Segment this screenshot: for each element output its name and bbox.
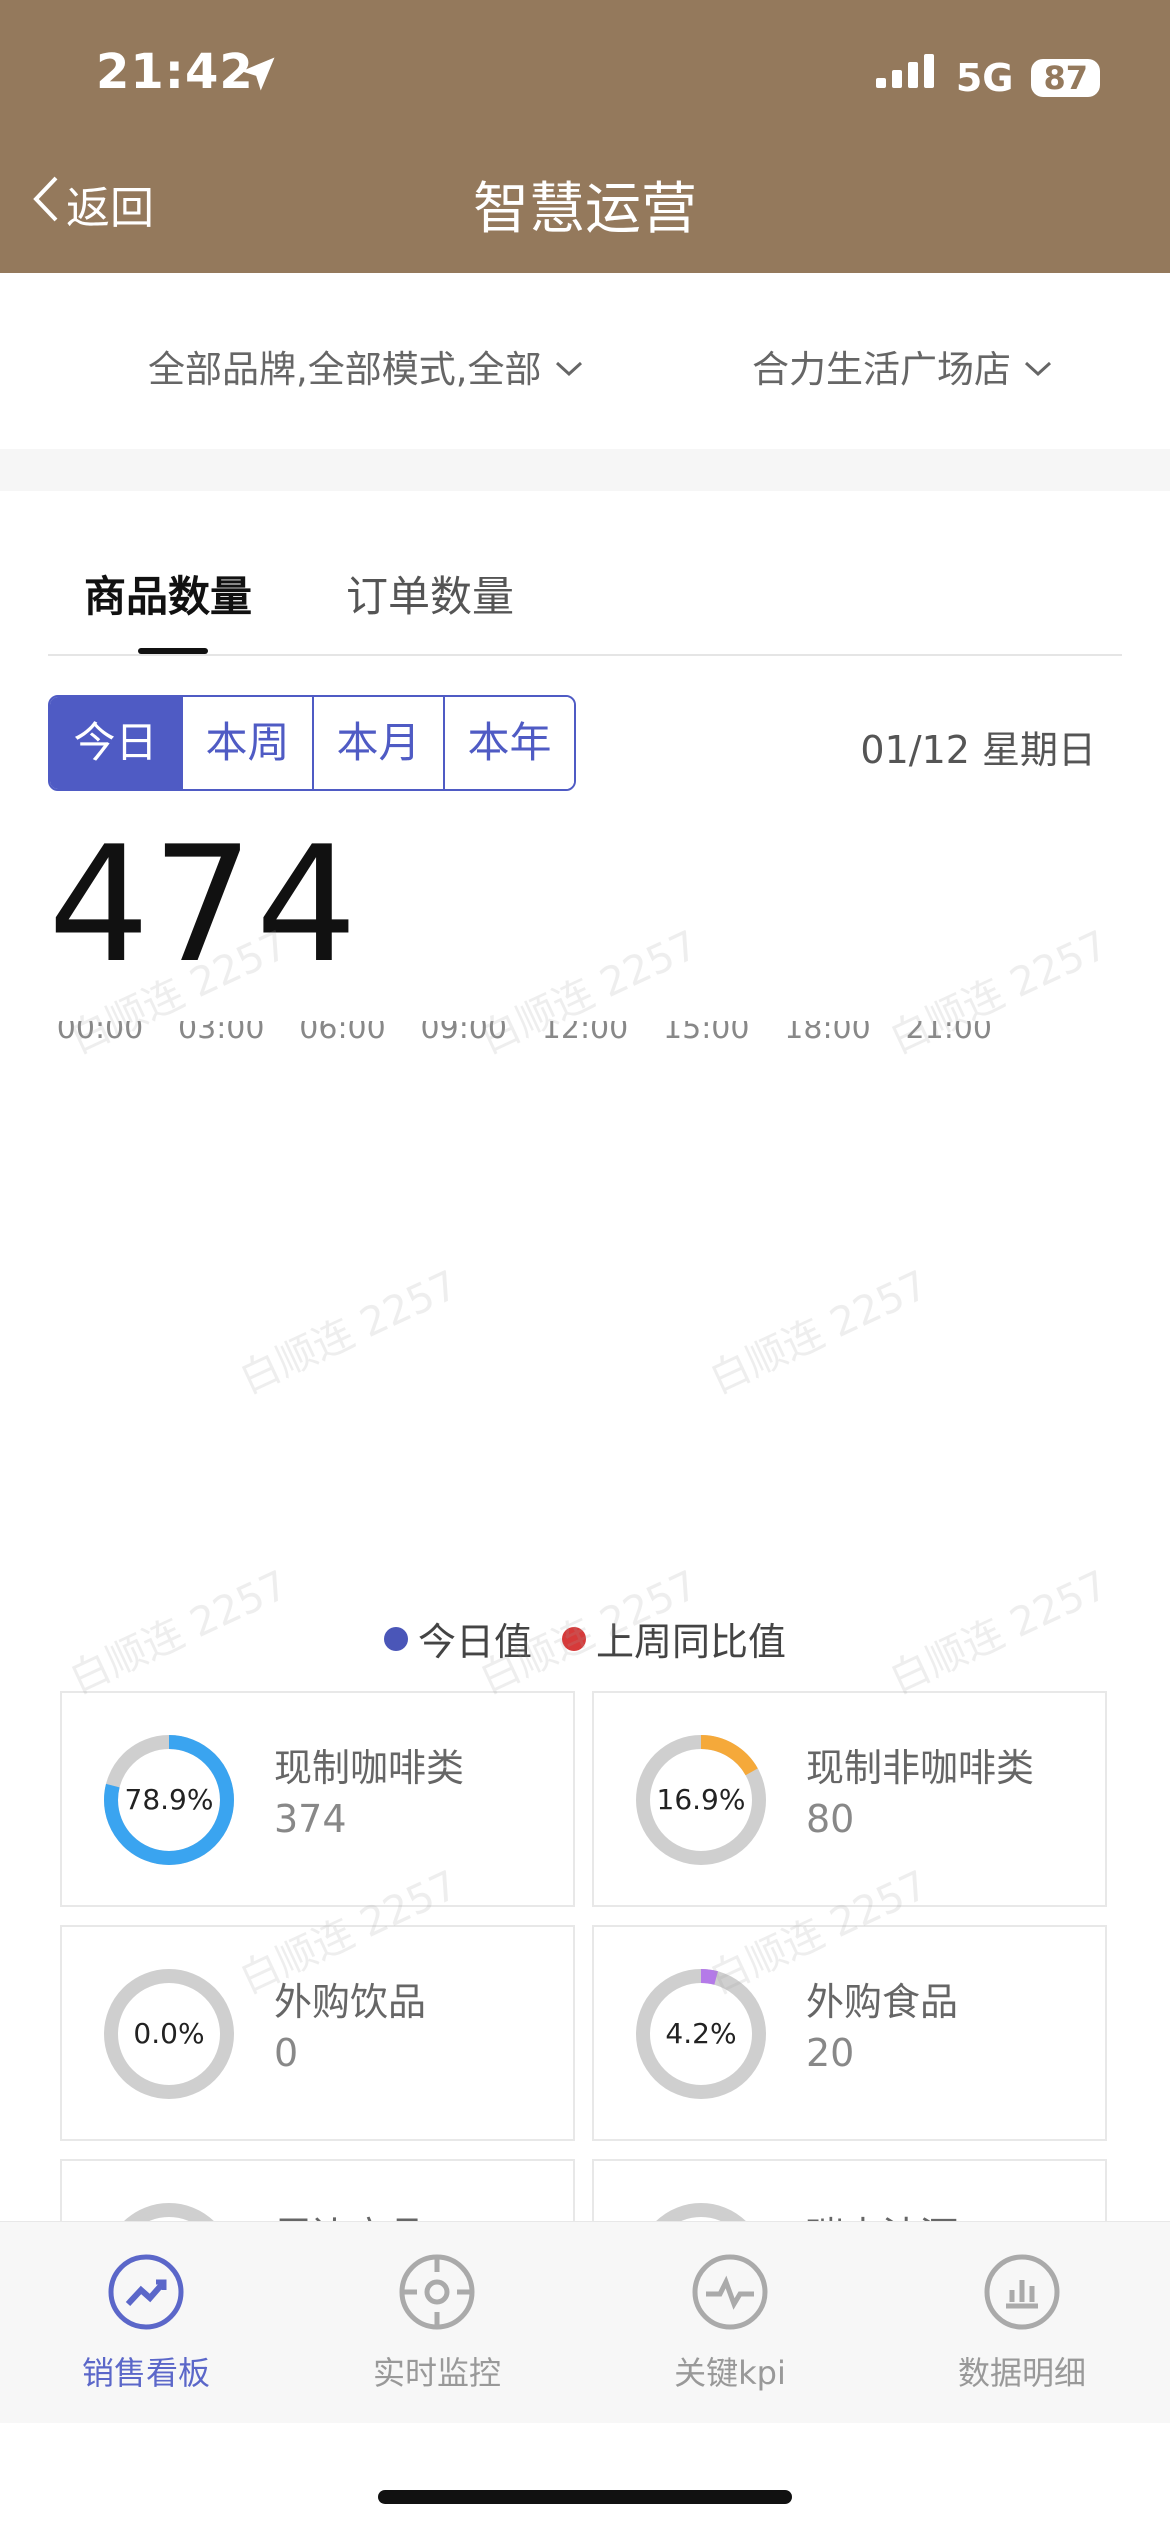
- percent-label: 4.2%: [665, 2017, 737, 2050]
- x-tick-label: 06:00: [299, 1021, 385, 1046]
- x-tick-label: 12:00: [542, 1021, 628, 1046]
- status-indicators: 5G 87: [875, 54, 1100, 101]
- category-card[interactable]: 78.9% 现制咖啡类 374: [60, 1691, 575, 1907]
- legend-dot-last-week: [562, 1626, 586, 1651]
- percent-ring: [104, 1735, 234, 1865]
- home-indicator[interactable]: [378, 2490, 792, 2504]
- battery-indicator: 87: [1031, 58, 1100, 97]
- category-card[interactable]: 4.2% 外购食品 20: [592, 1925, 1107, 2141]
- network-label: 5G: [955, 55, 1014, 100]
- date-label: 01/12 星期日: [860, 728, 1096, 772]
- signal-icon: [875, 54, 938, 101]
- tab-bar: 商品数量 订单数量: [48, 491, 1122, 656]
- legend-label-today: 今日值: [417, 1620, 532, 1664]
- ring-track: [104, 1969, 234, 2099]
- location-icon: [236, 52, 280, 100]
- brand-filter-label: 全部品牌,全部模式,全部: [148, 348, 542, 391]
- nav-label: 实时监控: [372, 2354, 501, 2392]
- card-value: 20: [806, 2031, 855, 2075]
- card-title: 外购食品: [806, 1980, 959, 2024]
- legend-item-last-week[interactable]: 上周同比值: [562, 1611, 786, 1666]
- sales-line-chart: 18151296300:0003:0006:0009:0012:0015:001…: [57, 1021, 992, 1046]
- brand-filter[interactable]: 全部品牌,全部模式,全部: [148, 339, 584, 393]
- back-label: 返回: [66, 183, 154, 234]
- trend-icon: [106, 2252, 186, 2332]
- period-today[interactable]: 今日: [50, 697, 181, 789]
- pulse-icon: [690, 2252, 770, 2332]
- crosshair-icon: [397, 2252, 477, 2332]
- card-value: 80: [806, 1797, 855, 1841]
- status-time: 21:42: [96, 44, 254, 100]
- x-tick-label: 21:00: [906, 1021, 992, 1046]
- legend-item-today[interactable]: 今日值: [383, 1611, 532, 1666]
- x-tick-label: 15:00: [663, 1021, 749, 1046]
- period-year[interactable]: 本年: [443, 697, 574, 789]
- nav-data-detail[interactable]: 数据明细: [922, 2252, 1122, 2394]
- chart-legend: 今日值 上周同比值: [0, 1611, 1170, 1666]
- card-title: 现制非咖啡类: [806, 1746, 1035, 1790]
- filter-bar: 全部品牌,全部模式,全部 合力生活广场店: [0, 273, 1170, 449]
- page-title: 智慧运营: [473, 177, 697, 242]
- ring-fill: [636, 1735, 766, 1865]
- x-tick-label: 03:00: [178, 1021, 264, 1046]
- percent-ring: [636, 1969, 766, 2099]
- store-filter-label: 合力生活广场店: [752, 348, 1011, 391]
- total-count: 474: [48, 811, 360, 998]
- nav-label: 关键kpi: [674, 2354, 786, 2392]
- legend-dot-today: [383, 1626, 408, 1651]
- tab-order-count[interactable]: 订单数量: [346, 572, 515, 621]
- x-tick-label: 09:00: [421, 1021, 507, 1046]
- card-title: 外购饮品: [274, 1980, 427, 2024]
- percent-ring: [104, 1969, 234, 2099]
- bar-chart-icon: [982, 2252, 1062, 2332]
- percent-label: 78.9%: [124, 1783, 214, 1816]
- ring-fill: [636, 1969, 766, 2099]
- chevron-down-icon: [1023, 345, 1053, 388]
- x-tick-label: 00:00: [57, 1021, 143, 1046]
- category-card[interactable]: 16.9% 现制非咖啡类 80: [592, 1691, 1107, 1907]
- chevron-down-icon: [554, 345, 584, 388]
- nav-label: 数据明细: [957, 2354, 1086, 2392]
- card-title: 现制咖啡类: [274, 1746, 465, 1790]
- percent-ring: [636, 1735, 766, 1865]
- main-panel: 商品数量 订单数量 今日 本周 本月 本年 01/12 星期日 474 1815…: [0, 491, 1170, 2375]
- x-tick-label: 18:00: [784, 1021, 870, 1046]
- legend-label-last-week: 上周同比值: [596, 1620, 787, 1664]
- tab-product-count[interactable]: 商品数量: [84, 572, 253, 621]
- bottom-nav: 销售看板 实时监控 关键kpi 数据明细: [0, 2221, 1170, 2423]
- ring-fill: [104, 1735, 234, 1865]
- card-value: 0: [274, 2031, 299, 2075]
- nav-sales-board[interactable]: 销售看板: [46, 2252, 246, 2394]
- percent-label: 0.0%: [133, 2017, 205, 2050]
- tab-indicator: [138, 648, 208, 654]
- period-week[interactable]: 本周: [181, 697, 312, 789]
- back-button[interactable]: 返回: [30, 172, 154, 236]
- nav-label: 销售看板: [81, 2354, 210, 2392]
- category-card[interactable]: 0.0% 外购饮品 0: [60, 1925, 575, 2141]
- period-selector: 今日 本周 本月 本年: [48, 695, 576, 791]
- card-value: 374: [274, 1797, 347, 1841]
- bottom-safe-area: [0, 2423, 1170, 2532]
- chevron-left-icon: [30, 174, 60, 235]
- percent-label: 16.9%: [656, 1783, 746, 1816]
- period-month[interactable]: 本月: [312, 697, 443, 789]
- top-bar: 21:42 5G 87 返回 智慧运营: [0, 0, 1170, 273]
- nav-key-kpi[interactable]: 关键kpi: [630, 2252, 830, 2394]
- store-filter[interactable]: 合力生活广场店: [752, 339, 1053, 393]
- nav-realtime-monitor[interactable]: 实时监控: [337, 2252, 537, 2394]
